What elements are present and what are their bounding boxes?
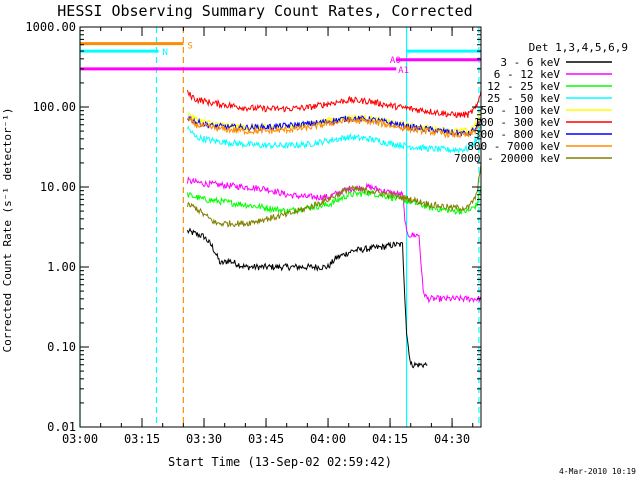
legend-label: 800 - 7000 keV bbox=[467, 140, 560, 153]
annotation-s: S bbox=[187, 42, 192, 52]
y-tick-label: 10.00 bbox=[40, 180, 76, 194]
legend-label: 12 - 25 keV bbox=[487, 80, 560, 93]
x-tick-label: 04:00 bbox=[310, 432, 346, 446]
legend-label: 3 - 6 keV bbox=[500, 56, 560, 69]
series-line-8 bbox=[187, 162, 482, 228]
legend-label: 6 - 12 keV bbox=[494, 68, 561, 81]
series-line-7 bbox=[187, 116, 482, 139]
annotation-n: N bbox=[163, 48, 168, 58]
x-axis-label: Start Time (13-Sep-02 02:59:42) bbox=[168, 455, 392, 469]
y-tick-label: 0.10 bbox=[47, 340, 76, 354]
x-tick-label: 03:30 bbox=[186, 432, 222, 446]
series-line-6 bbox=[187, 115, 482, 137]
series-line-1 bbox=[187, 176, 482, 304]
chart-title: HESSI Observing Summary Count Rates, Cor… bbox=[57, 2, 472, 20]
x-tick-label: 03:45 bbox=[248, 432, 284, 446]
series-line-5 bbox=[187, 89, 482, 119]
x-tick-label: 04:15 bbox=[372, 432, 408, 446]
series-layer bbox=[187, 89, 482, 369]
y-tick-label: 1.00 bbox=[47, 260, 76, 274]
series-line-3 bbox=[187, 124, 482, 154]
series-line-0 bbox=[187, 227, 428, 369]
legend-label: 100 - 300 keV bbox=[474, 116, 560, 129]
y-tick-label: 100.00 bbox=[33, 100, 76, 114]
annotation-a1: A1 bbox=[398, 66, 409, 76]
legend-title: Det 1,3,4,5,6,9 bbox=[529, 41, 628, 54]
y-tick-label: 1000.00 bbox=[25, 20, 76, 34]
x-tick-label: 03:15 bbox=[124, 432, 160, 446]
date-stamp: 4-Mar-2010 10:19 bbox=[559, 467, 636, 476]
series-line-2 bbox=[187, 186, 482, 215]
x-tick-label: 03:00 bbox=[62, 432, 98, 446]
legend-label: 7000 - 20000 keV bbox=[454, 152, 560, 165]
legend-label: 25 - 50 keV bbox=[487, 92, 560, 105]
y-tick-label: 0.01 bbox=[47, 420, 76, 434]
legend-label: 300 - 800 keV bbox=[474, 128, 560, 141]
y-axis-label: Corrected Count Rate (s⁻¹ detector⁻¹) bbox=[1, 107, 14, 352]
plot-frame bbox=[79, 26, 482, 428]
legend-label: 50 - 100 keV bbox=[481, 104, 561, 117]
annotation-a0: A0 bbox=[390, 56, 401, 66]
x-tick-label: 04:30 bbox=[434, 432, 470, 446]
